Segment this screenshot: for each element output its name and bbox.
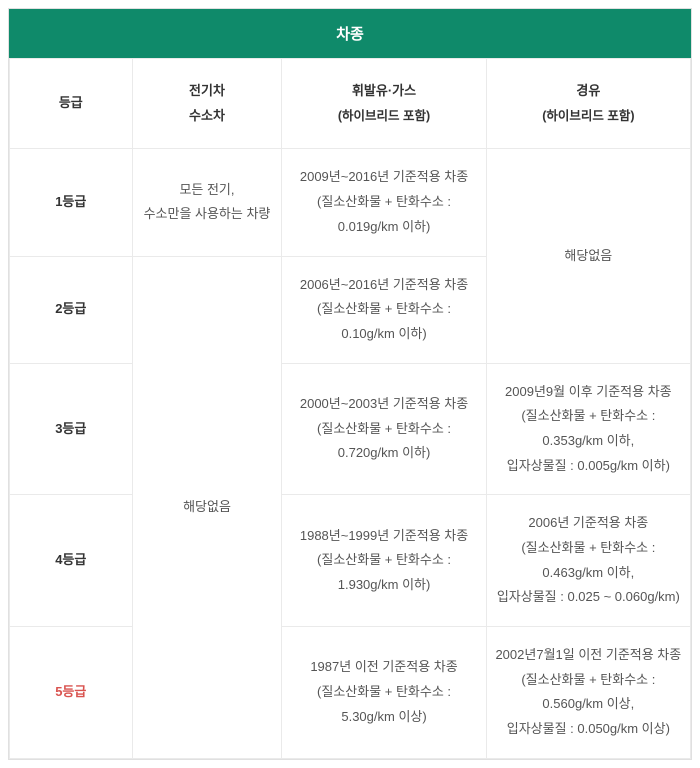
gas-g4-line3: 1.930g/km 이하) xyxy=(338,577,431,592)
col-header-grade: 등급 xyxy=(10,59,133,149)
header-row: 등급 전기차 수소차 휘발유·가스 (하이브리드 포함) 경유 (하이브리드 포… xyxy=(10,59,691,149)
col-header-gas-line1: 휘발유·가스 xyxy=(352,83,416,98)
diesel-g4-line3: 0.463g/km 이하, xyxy=(542,565,634,580)
gas-g1-line1: 2009년~2016년 기준적용 차종 xyxy=(300,169,468,184)
table-row: 4등급 1988년~1999년 기준적용 차종 (질소산화물 + 탄화수소 : … xyxy=(10,495,691,627)
gas-g3-line2: (질소산화물 + 탄화수소 : xyxy=(317,421,451,436)
col-header-gas-line2: (하이브리드 포함) xyxy=(338,109,430,123)
table-row: 3등급 2000년~2003년 기준적용 차종 (질소산화물 + 탄화수소 : … xyxy=(10,363,691,495)
diesel-g4-line4: 입자상물질 : 0.025 ~ 0.060g/km) xyxy=(497,589,680,604)
table-row: 5등급 1987년 이전 기준적용 차종 (질소산화물 + 탄화수소 : 5.3… xyxy=(10,627,691,759)
gas-g2-line3: 0.10g/km 이하) xyxy=(341,326,426,341)
grade-2: 2등급 xyxy=(10,256,133,363)
gas-g5-line1: 1987년 이전 기준적용 차종 xyxy=(310,659,457,674)
col-header-ev: 전기차 수소차 xyxy=(132,59,282,149)
gas-cell-grade2: 2006년~2016년 기준적용 차종 (질소산화물 + 탄화수소 : 0.10… xyxy=(282,256,486,363)
grade-4: 4등급 xyxy=(10,495,133,627)
gas-g2-line2: (질소산화물 + 탄화수소 : xyxy=(317,301,451,316)
col-header-diesel-line2: (하이브리드 포함) xyxy=(542,109,634,123)
gas-cell-grade1: 2009년~2016년 기준적용 차종 (질소산화물 + 탄화수소 : 0.01… xyxy=(282,149,486,256)
diesel-cell-na: 해당없음 xyxy=(486,149,690,363)
gas-g3-line1: 2000년~2003년 기준적용 차종 xyxy=(300,396,468,411)
gas-g4-line2: (질소산화물 + 탄화수소 : xyxy=(317,552,451,567)
gas-g1-line2: (질소산화물 + 탄화수소 : xyxy=(317,194,451,209)
grade-5: 5등급 xyxy=(10,627,133,759)
gas-g1-line3: 0.019g/km 이하) xyxy=(338,219,431,234)
col-header-ev-line2: 수소차 xyxy=(189,108,225,123)
gas-g3-line3: 0.720g/km 이하) xyxy=(338,445,431,460)
col-header-diesel: 경유 (하이브리드 포함) xyxy=(486,59,690,149)
diesel-cell-grade4: 2006년 기준적용 차종 (질소산화물 + 탄화수소 : 0.463g/km … xyxy=(486,495,690,627)
gas-g2-line1: 2006년~2016년 기준적용 차종 xyxy=(300,277,468,292)
diesel-g5-line3: 0.560g/km 이상, xyxy=(542,696,634,711)
diesel-g3-line3: 0.353g/km 이하, xyxy=(542,433,634,448)
diesel-cell-grade5: 2002년7월1일 이전 기준적용 차종 (질소산화물 + 탄화수소 : 0.5… xyxy=(486,627,690,759)
diesel-cell-grade3: 2009년9월 이후 기준적용 차종 (질소산화물 + 탄화수소 : 0.353… xyxy=(486,363,690,495)
ev-cell-na: 해당없음 xyxy=(132,256,282,758)
ev-g1-line2: 수소만을 사용하는 차량 xyxy=(144,206,271,221)
gas-cell-grade5: 1987년 이전 기준적용 차종 (질소산화물 + 탄화수소 : 5.30g/k… xyxy=(282,627,486,759)
col-header-diesel-line1: 경유 xyxy=(576,83,600,98)
ev-g1-line1: 모든 전기, xyxy=(179,182,234,197)
col-header-ev-line1: 전기차 xyxy=(189,83,225,98)
table-row: 1등급 모든 전기, 수소만을 사용하는 차량 2009년~2016년 기준적용… xyxy=(10,149,691,256)
emission-table-body: 등급 전기차 수소차 휘발유·가스 (하이브리드 포함) 경유 (하이브리드 포… xyxy=(9,58,691,759)
gas-g5-line3: 5.30g/km 이상) xyxy=(341,709,426,724)
ev-cell-grade1: 모든 전기, 수소만을 사용하는 차량 xyxy=(132,149,282,256)
grade-3: 3등급 xyxy=(10,363,133,495)
table-title: 차종 xyxy=(9,9,691,58)
diesel-g5-line4: 입자상물질 : 0.050g/km 이상) xyxy=(507,721,670,736)
grade-1: 1등급 xyxy=(10,149,133,256)
diesel-g3-line1: 2009년9월 이후 기준적용 차종 xyxy=(505,384,672,399)
gas-cell-grade3: 2000년~2003년 기준적용 차종 (질소산화물 + 탄화수소 : 0.72… xyxy=(282,363,486,495)
gas-g5-line2: (질소산화물 + 탄화수소 : xyxy=(317,684,451,699)
col-header-gasoline: 휘발유·가스 (하이브리드 포함) xyxy=(282,59,486,149)
diesel-g3-line2: (질소산화물 + 탄화수소 : xyxy=(521,408,655,423)
diesel-g5-line1: 2002년7월1일 이전 기준적용 차종 xyxy=(495,647,681,662)
diesel-g4-line1: 2006년 기준적용 차종 xyxy=(528,515,648,530)
diesel-g5-line2: (질소산화물 + 탄화수소 : xyxy=(521,672,655,687)
gas-g4-line1: 1988년~1999년 기준적용 차종 xyxy=(300,528,468,543)
diesel-g3-line4: 입자상물질 : 0.005g/km 이하) xyxy=(507,458,670,473)
gas-cell-grade4: 1988년~1999년 기준적용 차종 (질소산화물 + 탄화수소 : 1.93… xyxy=(282,495,486,627)
diesel-g4-line2: (질소산화물 + 탄화수소 : xyxy=(521,540,655,555)
emission-grade-table: 차종 등급 전기차 수소차 휘발유·가스 (하이브리드 포함) 경유 (하이브리… xyxy=(8,8,692,760)
